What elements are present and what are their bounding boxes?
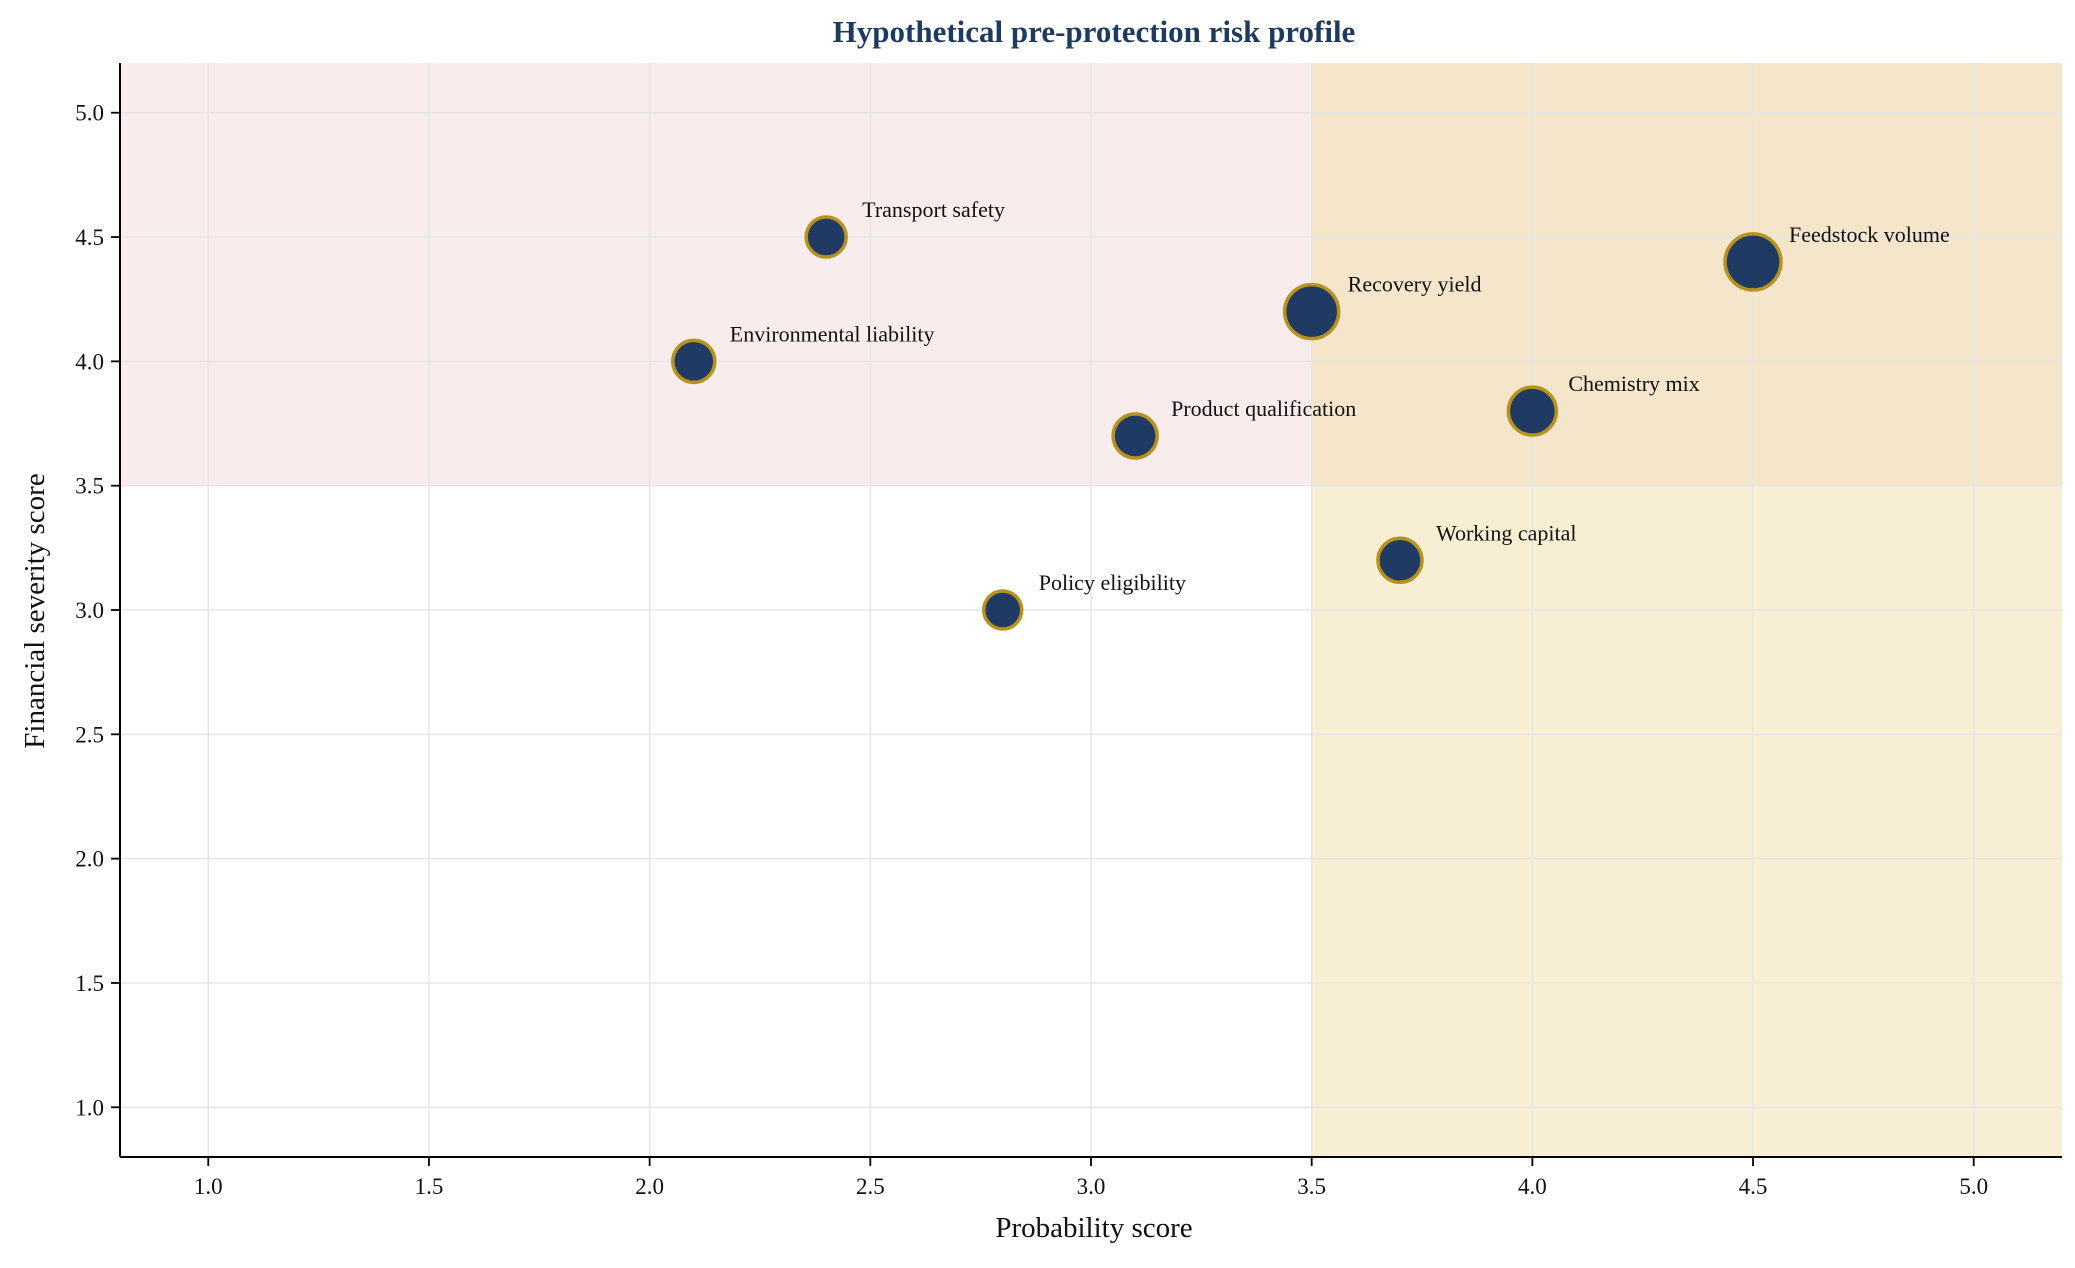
data-point-2 xyxy=(671,338,717,385)
x-tick-label-2: 2.0 xyxy=(635,1174,664,1199)
tick-marks: 1.0 1.5 2.0 2.5 3.0 3.5 4.0 4.5 5.0 1.0 1.5 2.0 2.5 3… xyxy=(75,101,1988,1199)
y-tick-label-4: 3.0 xyxy=(75,598,104,623)
point-labels: Transport safety Environmental liability P… xyxy=(730,197,1950,595)
data-point-6 xyxy=(1376,536,1424,585)
x-tick-label-1: 1.5 xyxy=(415,1174,444,1199)
y-tick-label-1: 1.5 xyxy=(75,971,104,996)
x-tick-label-4: 3.0 xyxy=(1077,1174,1106,1199)
y-tick-label-7: 4.5 xyxy=(75,225,104,250)
x-tick-label-6: 4.0 xyxy=(1518,1174,1547,1199)
x-tick-label-7: 4.5 xyxy=(1739,1174,1768,1199)
y-axis-title: Financial severity score xyxy=(19,473,51,748)
point-label-1: Transport safety xyxy=(862,197,1005,222)
x-tick-label-0: 1.0 xyxy=(194,1174,223,1199)
x-tick-label-8: 5.0 xyxy=(1959,1174,1988,1199)
point-label-4: Policy eligibility xyxy=(1039,570,1186,595)
point-label-2: Environmental liability xyxy=(730,321,935,346)
data-point-8 xyxy=(1723,232,1783,292)
y-tick-label-3: 2.5 xyxy=(75,722,104,747)
point-label-6: Working capital xyxy=(1436,520,1577,545)
data-points xyxy=(671,215,1783,631)
data-point-4 xyxy=(981,589,1024,631)
data-point-5 xyxy=(1282,282,1341,341)
point-label-3: Product qualification xyxy=(1171,396,1356,421)
y-tick-label-0: 1.0 xyxy=(75,1095,104,1120)
chart-title: Hypothetical pre-protection risk profile xyxy=(833,14,1356,49)
y-tick-label-5: 3.5 xyxy=(75,474,104,499)
y-tick-label-6: 4.0 xyxy=(75,349,104,374)
x-axis-title: Probability score xyxy=(995,1212,1192,1244)
y-tick-label-2: 2.0 xyxy=(75,847,104,872)
point-label-5: Recovery yield xyxy=(1348,272,1482,297)
data-point-1 xyxy=(804,215,848,259)
x-tick-label-5: 3.5 xyxy=(1297,1174,1326,1199)
data-point-7 xyxy=(1506,385,1559,437)
data-point-3 xyxy=(1111,412,1159,460)
x-tick-label-3: 2.5 xyxy=(856,1174,885,1199)
y-tick-label-8: 5.0 xyxy=(75,101,104,126)
point-label-7: Chemistry mix xyxy=(1568,371,1699,396)
point-label-8: Feedstock volume xyxy=(1789,222,1950,247)
